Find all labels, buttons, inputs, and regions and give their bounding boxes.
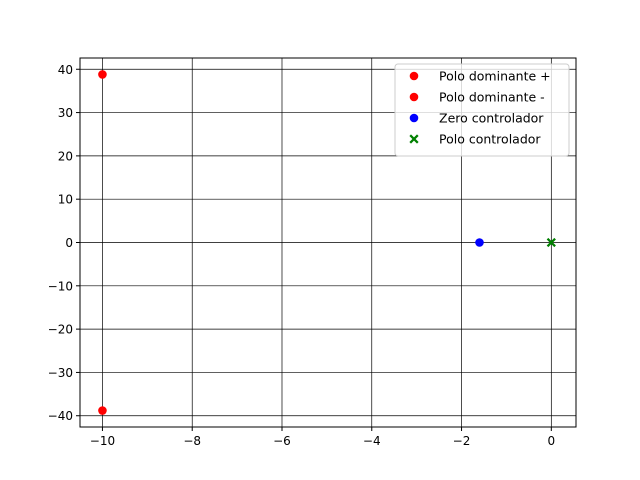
x-tick-label: −8 <box>183 434 201 448</box>
y-tick-label: 30 <box>58 106 73 120</box>
legend: Polo dominante + Polo dominante - Zero con… <box>394 63 570 157</box>
y-tick-label: −30 <box>48 366 73 380</box>
legend-box <box>394 63 570 157</box>
x-tick-label: −2 <box>453 434 471 448</box>
x-tick-label: −10 <box>90 434 115 448</box>
legend-label-0: Polo dominante + <box>439 69 551 84</box>
grid-lines <box>80 58 576 427</box>
x-tick-label: −6 <box>273 434 291 448</box>
data-point-1-0 <box>98 406 107 415</box>
y-tick-label: −10 <box>48 279 73 293</box>
y-tick-label: −40 <box>48 409 73 423</box>
y-tick-label: 10 <box>58 193 73 207</box>
data-point-3-0 <box>546 237 556 248</box>
x-tick-label: −4 <box>363 434 381 448</box>
legend-label-3: Polo controlador <box>439 132 541 147</box>
y-tick-label: 20 <box>58 149 73 163</box>
y-tick-label: 40 <box>58 63 73 77</box>
axes-frame <box>79 57 577 428</box>
legend-marker-1 <box>409 92 419 102</box>
legend-marker-0 <box>409 71 419 81</box>
legend-label-1: Polo dominante - <box>439 90 545 105</box>
data-point-2-0 <box>475 238 484 247</box>
data-point-0-0 <box>98 70 107 79</box>
y-tick-label: 0 <box>65 236 73 250</box>
data-points <box>98 70 556 415</box>
legend-marker-2 <box>409 113 419 123</box>
legend-label-2: Zero controlador <box>439 111 544 126</box>
y-tick-label: −20 <box>48 323 73 337</box>
legend-marker-3 <box>409 134 419 144</box>
x-tick-label: 0 <box>547 434 555 448</box>
